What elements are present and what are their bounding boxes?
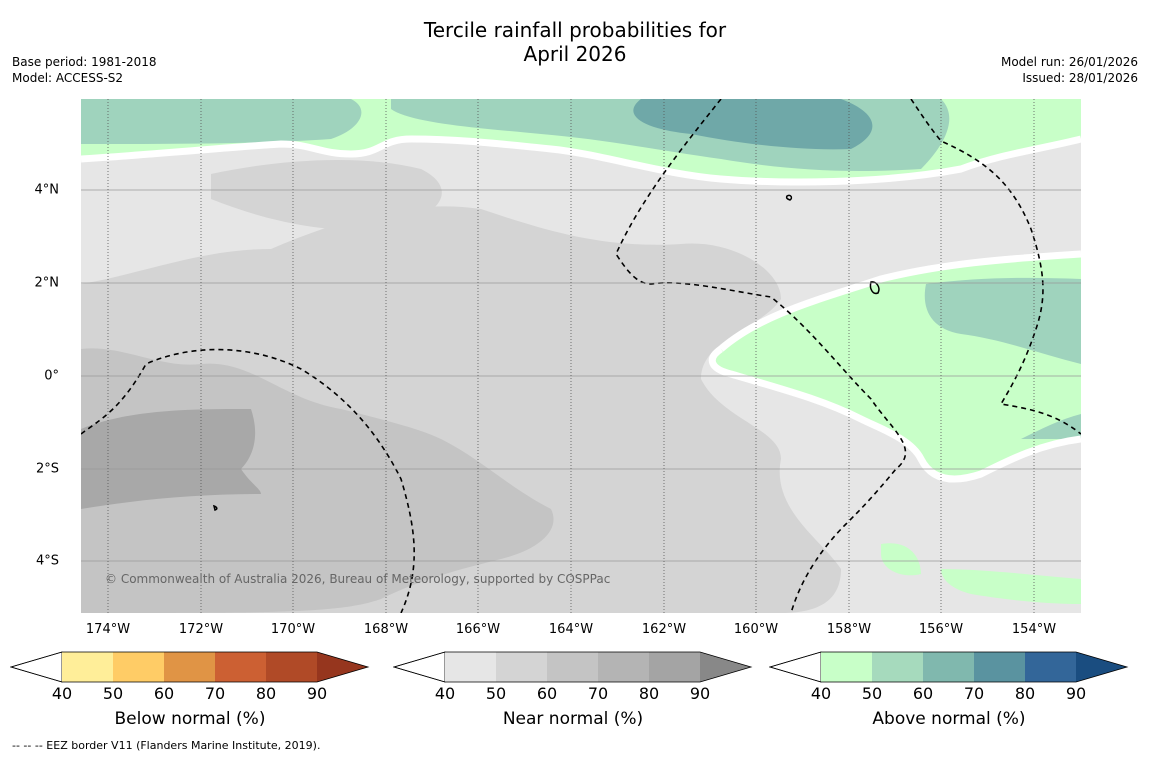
above-normal-bottom-40 [881, 543, 1081, 604]
colorbar-segment [974, 652, 1025, 682]
colorbar-above-label: Above normal (%) [872, 709, 1026, 729]
colorbar-near-tick: 70 [587, 684, 609, 703]
colorbar-segment [700, 652, 751, 682]
colorbar-segment [215, 652, 266, 682]
colorbar-segment [1025, 652, 1076, 682]
eez-border-central [615, 99, 907, 613]
colorbar-segment [821, 652, 872, 682]
colorbar-below-tick: 70 [204, 684, 226, 703]
colorbar-above-tick: 80 [1014, 684, 1036, 703]
lon-tick: 156°W [918, 622, 964, 637]
colorbar-segment [923, 652, 974, 682]
copyright-notice: © Commonwealth of Australia 2026, Bureau… [105, 572, 611, 586]
lon-tick: 154°W [1011, 622, 1057, 637]
island-a [785, 194, 793, 201]
colorbar-segment [598, 652, 649, 682]
colorbar-above-tick: 40 [810, 684, 832, 703]
lon-tick: 160°W [733, 622, 779, 637]
colorbar-segment [113, 652, 164, 682]
lat-tick: 2°N [34, 275, 60, 291]
model-run: Model run: 26/01/2026 [1000, 55, 1138, 69]
above-normal-top-60 [633, 99, 873, 150]
lat-gridlines [81, 189, 1081, 562]
colorbar-below-label: Below normal (%) [114, 709, 266, 729]
colorbar-above-tick: 60 [912, 684, 934, 703]
probability-map [81, 99, 1081, 613]
near-normal-70-region [81, 409, 261, 509]
lon-tick: 158°W [826, 622, 872, 637]
colorbar-near-tick: 80 [638, 684, 660, 703]
colorbar-below-tick: 50 [102, 684, 124, 703]
colorbar-segment [872, 652, 923, 682]
colorbar-near [393, 651, 753, 683]
issued-date: Issued: 28/01/2026 [1022, 71, 1138, 85]
colorbar-above-tick: 50 [861, 684, 883, 703]
island-c [212, 504, 218, 511]
base-period: Base period: 1981-2018 [12, 55, 157, 69]
colorbar-segment [317, 652, 368, 682]
colorbar-below-tick: 60 [153, 684, 175, 703]
colorbar-near-tick: 40 [434, 684, 456, 703]
lon-tick: 164°W [548, 622, 594, 637]
colorbar-below [10, 651, 370, 683]
colorbar-segment [496, 652, 547, 682]
colorbar-near-tick: 50 [485, 684, 507, 703]
above-normal-right-50b [1021, 414, 1081, 439]
model-name: Model: ACCESS-S2 [12, 71, 124, 85]
lat-tick: 4°N [34, 182, 60, 198]
near-normal-50-top [211, 159, 442, 230]
eez-footnote: -- -- -- EEZ border V11 (Flanders Marine… [12, 739, 321, 752]
colorbar-above-tick: 90 [1065, 684, 1087, 703]
colorbar-near-tick: 90 [689, 684, 711, 703]
colorbar-below-tick: 40 [51, 684, 73, 703]
colorbar-segment [266, 652, 317, 682]
meta-left: Base period: 1981-2018 Model: ACCESS-S2 [12, 54, 157, 86]
colorbar-segment [445, 652, 496, 682]
colorbar-segment [164, 652, 215, 682]
meta-right: Model run: 26/01/2026 Issued: 28/01/2026 [1001, 54, 1138, 86]
lat-tick: 2°S [35, 461, 59, 477]
colorbar-below-tick: 90 [306, 684, 328, 703]
lon-tick: 174°W [85, 622, 131, 637]
colorbar-segment [649, 652, 700, 682]
lon-tick: 168°W [363, 622, 409, 637]
colorbar-above [769, 651, 1129, 683]
lon-tick: 172°W [178, 622, 224, 637]
colorbar-segment [547, 652, 598, 682]
colorbar-segment [62, 652, 113, 682]
colorbar-near-tick: 60 [536, 684, 558, 703]
colorbar-near-label: Near normal (%) [502, 709, 644, 729]
lon-tick: 166°W [455, 622, 501, 637]
lon-tick: 170°W [270, 622, 316, 637]
colorbar-above-tick: 70 [963, 684, 985, 703]
lat-tick: 4°S [35, 553, 59, 569]
colorbar-segment [1076, 652, 1127, 682]
lat-tick: 0° [44, 368, 59, 384]
colorbar-below-tick: 80 [255, 684, 277, 703]
eez-border-east [910, 99, 1081, 435]
lon-tick: 162°W [641, 622, 687, 637]
map-title: Tercile rainfall probabilities for April… [0, 18, 1150, 66]
title-line-1: Tercile rainfall probabilities for [423, 18, 727, 42]
eez-border-west [81, 348, 415, 613]
title-line-2: April 2026 [523, 42, 627, 66]
